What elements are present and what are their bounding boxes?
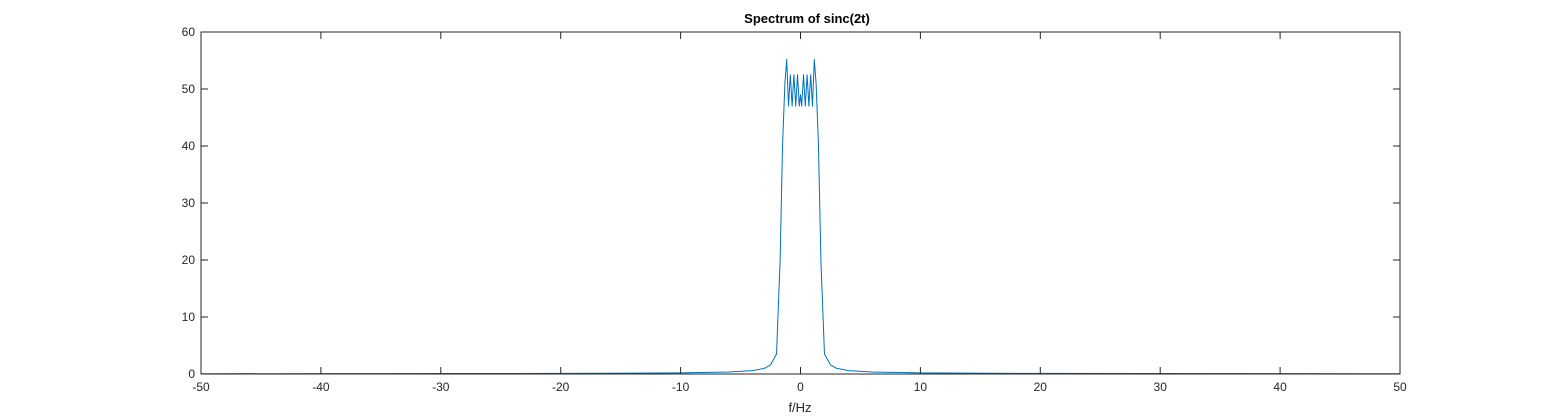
y-tick-label: 30 <box>182 196 196 210</box>
x-tick-label: -30 <box>432 380 450 394</box>
x-tick-label: -10 <box>672 380 690 394</box>
y-tick-label: 0 <box>188 367 195 381</box>
x-axis-label: f/Hz <box>788 400 811 415</box>
y-tick-label: 20 <box>182 253 196 267</box>
x-tick-label: 0 <box>797 380 804 394</box>
x-tick-label: -40 <box>312 380 330 394</box>
y-tick-label: 10 <box>182 310 196 324</box>
y-tick-label: 40 <box>182 139 196 153</box>
x-tick-label: 20 <box>1034 380 1048 394</box>
spectrum-series-line <box>200 58 1401 375</box>
x-tick-label: -50 <box>192 380 210 394</box>
y-tick-label: 60 <box>182 25 196 39</box>
x-tick-label: 40 <box>1273 380 1287 394</box>
series-layer <box>200 58 1401 375</box>
chart-title: Spectrum of sinc(2t) <box>744 11 870 26</box>
x-tick-label: 10 <box>914 380 928 394</box>
x-tick-label: 30 <box>1154 380 1168 394</box>
plot-area <box>201 32 1400 374</box>
y-tick-label: 50 <box>182 82 196 96</box>
x-tick-label: 50 <box>1393 380 1407 394</box>
tick-layer: -50 -40 -30 -20 -10 0 10 20 30 40 50 0 10 20 30 40 50 60 <box>182 25 1407 394</box>
x-tick-label: -20 <box>552 380 570 394</box>
